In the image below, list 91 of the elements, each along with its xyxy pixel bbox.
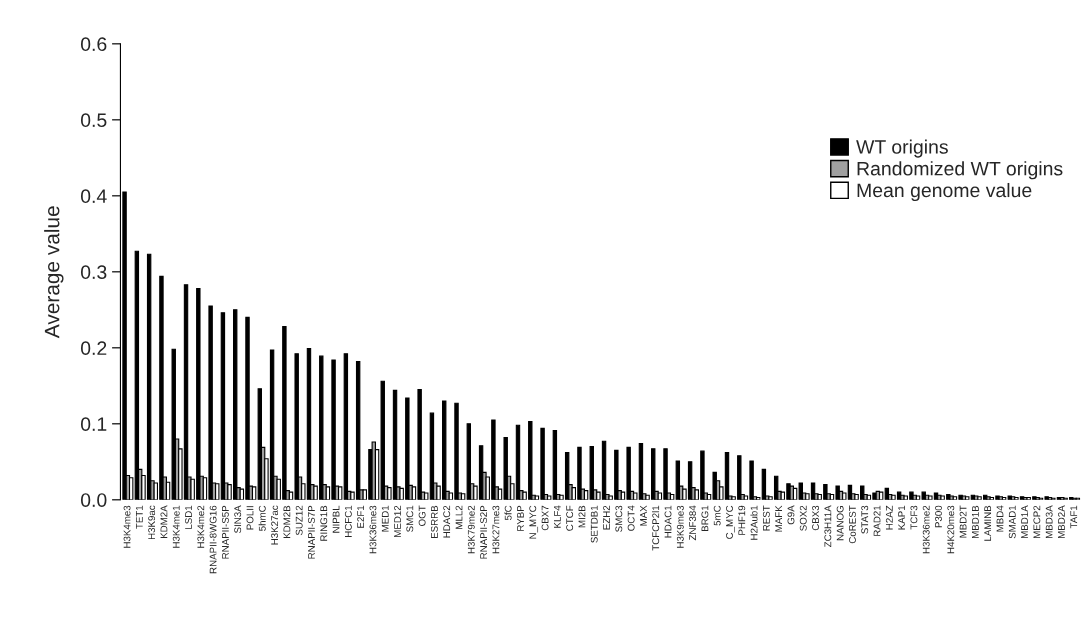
x-tick-label: SMC3 [615,505,623,532]
x-tick-label: EZH2 [603,505,610,530]
x-tick-label: NANOG [836,506,844,541]
x-tick-label: 5fC [504,505,512,521]
x-tick-label: MED12 [394,505,401,537]
y-axis-title: Average value [44,206,64,339]
x-tick-label: H3K36me2 [922,505,930,554]
x-tick-label: C_MYC [726,505,735,539]
x-tick-label: KAP1 [898,505,905,530]
y-tick-label: 0.6 [80,37,107,52]
x-tick-label: MBD2T [959,505,967,538]
bar [965,496,970,500]
y-tick-label: 0.4 [80,189,107,204]
x-tick-label: SETDB1 [590,505,598,543]
x-tick-label: KLF4 [554,505,561,528]
x-tick-label: CBX3 [812,505,819,531]
x-tick-label: N_MYC [529,505,539,539]
x-tick-label: LSD1 [185,505,192,529]
x-tick-label: MBD1B [972,505,979,539]
x-tick-label: 5mC [713,505,721,526]
x-tick-label: ZC3H11A [824,505,832,547]
x-tick-label: H3K79me2 [467,505,475,554]
x-tick-label: SUZ12 [295,505,303,536]
x-tick-label: KDM2B [283,505,291,539]
x-tick-label: OGT [418,505,426,526]
x-tick-label: MECP2 [1033,505,1041,539]
x-tick-label: STAT3 [861,505,869,534]
x-tick-label: HDAC1 [664,505,672,538]
x-tick-label: RNAPII-8WG16 [209,505,217,574]
y-tick-label: 0.5 [80,113,107,128]
x-tick-label: MAX [640,505,647,526]
x-tick-label: PHF19 [738,505,746,535]
x-tick-label: ZNF384 [689,505,697,541]
x-tick-label: H2Aub1 [750,505,758,540]
legend-label: WT origins [856,139,948,158]
x-tick-label: MBD4 [996,505,1004,532]
x-tick-label: H3K4me3 [123,505,131,548]
x-tick-label: RAD21 [873,505,881,536]
x-tick-label: RYBP [517,505,524,531]
x-tick-label: H3K27ac [271,505,279,545]
x-tick-label: HCFC1 [344,505,352,537]
x-tick-label: MBD2A [1058,505,1065,539]
x-tick-label: MAFK [775,505,783,532]
x-tick-label: SMC1 [406,505,414,532]
x-tick-label: SMAD1 [1008,505,1016,539]
x-tick-label: OCT4 [627,505,635,531]
x-tick-label: LAMINB [984,505,992,541]
x-tick-label: RING1B [320,505,328,541]
x-tick-label: HDAC2 [443,505,451,538]
x-tick-label: MBD3A [1045,505,1053,539]
x-tick-label: E2F1 [357,505,364,528]
x-tick-label: P300 [935,505,942,528]
x-tick-label: CTCF [566,505,574,531]
x-tick-label: NIPBL [332,505,340,533]
x-tick-label: MBD1A [1021,505,1028,539]
x-tick-label: SIN3A [234,505,242,533]
bar [371,441,376,500]
x-tick-label: SOX2 [799,505,807,531]
y-tick-label: 0.2 [80,341,107,356]
x-tick-label: TAF1 [1070,505,1078,529]
x-tick-label: H3K36me3 [369,505,377,554]
x-tick-label: TCFCP2l1 [652,505,660,551]
x-tick-label: H3K27me3 [492,505,500,554]
legend-label: Randomized WT origins [857,161,1063,180]
x-tick-label: H4K20me3 [947,505,955,554]
x-tick-label: TCF3 [910,505,918,530]
x-tick-label: MLL2 [455,505,463,529]
x-tick-label: MI2B [578,505,586,528]
x-tick-label: KDM2A [160,505,168,539]
x-tick-label: MED1 [381,505,389,532]
x-tick-label: 5hmC [258,505,266,531]
x-tick-label: RNAPII-S2P [480,505,488,559]
x-tick-label: G9A [787,505,795,525]
x-tick-label: POLII [246,506,254,530]
y-tick-label: 0.1 [80,417,107,432]
x-tick-label: BRG1 [701,505,709,531]
x-tick-label: RNAPII-S7P [308,505,315,559]
x-tick-label: CBX7 [541,505,549,531]
y-tick-label: 0.0 [80,493,107,508]
x-tick-label: H3K9me3 [676,505,684,548]
x-tick-label: REST [762,505,770,531]
x-tick-label: CoREST [848,505,856,544]
x-tick-label: H3K4me1 [172,505,180,548]
x-tick-label: ESRRB [430,505,438,539]
y-tick-label: 0.3 [80,265,107,280]
x-tick-label: TET1 [135,505,143,529]
x-tick-label: H2AZ [885,505,893,530]
x-tick-label: H3K9ac [148,505,156,540]
legend-label: Mean genome value [857,182,1032,202]
x-tick-label: H3K4me2 [197,505,205,548]
x-tick-label: RNAPII-S5P [221,505,229,559]
